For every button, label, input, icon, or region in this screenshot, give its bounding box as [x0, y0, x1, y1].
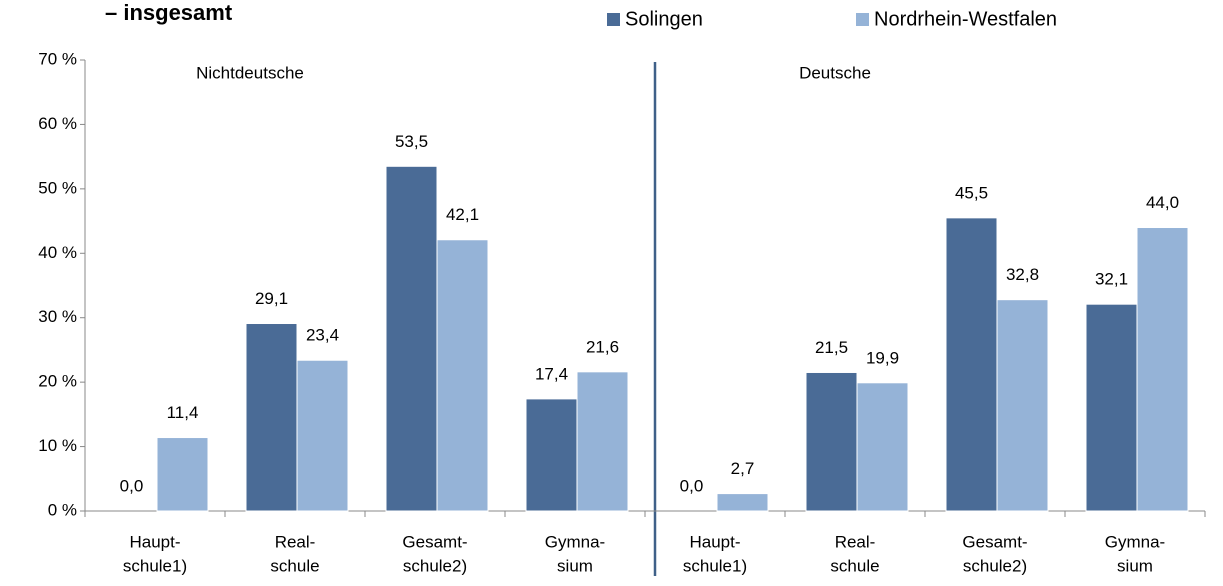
y-tick-label: 50 %	[38, 178, 77, 197]
value-label: 45,5	[955, 183, 988, 202]
x-tick-label: sium	[1117, 556, 1153, 575]
value-label: 0,0	[680, 476, 704, 495]
group-label: Deutsche	[799, 63, 871, 82]
x-tick-label: Real-	[275, 532, 316, 551]
bar	[945, 217, 998, 512]
bar	[1136, 227, 1189, 512]
x-tick-label: schule	[830, 556, 879, 575]
x-tick-label: Haupt-	[689, 532, 740, 551]
bar	[716, 493, 769, 512]
y-tick-label: 60 %	[38, 114, 77, 133]
value-label: 11,4	[167, 403, 199, 422]
y-tick-label: 40 %	[38, 243, 77, 262]
bar	[385, 165, 438, 512]
x-tick-label: sium	[557, 556, 593, 575]
value-label: 44,0	[1146, 193, 1179, 212]
legend-swatch	[856, 13, 869, 26]
bar	[296, 359, 349, 512]
bar	[996, 299, 1049, 512]
value-label: 32,8	[1006, 265, 1039, 284]
y-tick-label: 70 %	[38, 49, 77, 68]
value-label: 17,4	[535, 364, 568, 383]
chart-title: – insgesamt	[105, 0, 233, 25]
bar	[525, 398, 578, 512]
x-tick-label: Gymna-	[1105, 532, 1165, 551]
x-tick-label: Gesamt-	[962, 532, 1027, 551]
value-label: 23,4	[306, 326, 339, 345]
x-tick-label: Gesamt-	[402, 532, 467, 551]
bar	[436, 239, 489, 512]
y-tick-label: 10 %	[38, 436, 77, 455]
bar	[856, 382, 909, 512]
y-tick-label: 30 %	[38, 307, 77, 326]
x-tick-label: schule2)	[963, 556, 1027, 575]
bar	[576, 371, 629, 512]
legend-label: Solingen	[625, 8, 703, 30]
group-label: Nichtdeutsche	[196, 63, 304, 82]
x-tick-label: Real-	[835, 532, 876, 551]
bar	[1085, 303, 1138, 512]
value-label: 2,7	[731, 459, 755, 478]
value-label: 0,0	[120, 476, 144, 495]
bar	[805, 371, 858, 512]
x-tick-label: schule	[270, 556, 319, 575]
x-tick-label: schule2)	[403, 556, 467, 575]
legend-swatch	[607, 13, 620, 26]
value-label: 19,9	[866, 348, 899, 367]
y-tick-label: 20 %	[38, 372, 77, 391]
x-tick-label: Gymna-	[545, 532, 605, 551]
value-label: 21,5	[815, 338, 848, 357]
value-label: 29,1	[255, 289, 288, 308]
legend-label: Nordrhein-Westfalen	[874, 8, 1057, 30]
y-tick-label: 0 %	[48, 500, 77, 519]
value-label: 21,6	[586, 337, 619, 356]
bar	[245, 323, 298, 512]
value-label: 42,1	[446, 205, 479, 224]
value-label: 32,1	[1095, 270, 1128, 289]
value-label: 53,5	[395, 132, 428, 151]
x-tick-label: schule1)	[123, 556, 187, 575]
bar	[156, 437, 209, 512]
x-tick-label: schule1)	[683, 556, 747, 575]
x-tick-label: Haupt-	[129, 532, 180, 551]
